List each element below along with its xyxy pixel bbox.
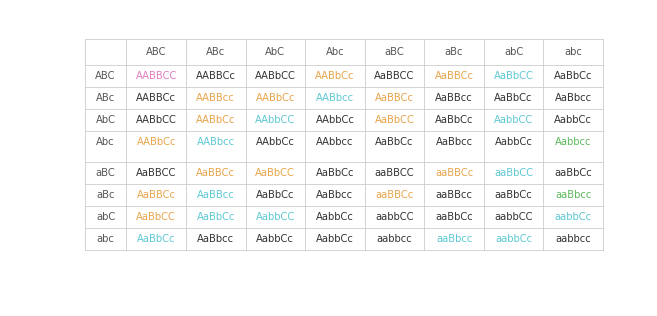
Text: aabbcc: aabbcc: [376, 234, 413, 244]
Text: AabbCC: AabbCC: [494, 115, 533, 125]
Text: AAbbCC: AAbbCC: [255, 115, 296, 125]
Text: AaBbcc: AaBbcc: [197, 234, 235, 244]
Text: ABC: ABC: [95, 71, 116, 81]
Text: abc: abc: [97, 234, 114, 244]
Text: AabbCc: AabbCc: [555, 115, 592, 125]
Text: AAbbCc: AAbbCc: [315, 115, 354, 125]
Text: AaBbCc: AaBbCc: [435, 115, 473, 125]
Text: AABbcc: AABbcc: [196, 137, 235, 147]
Text: abC: abC: [96, 212, 115, 222]
Text: aBc: aBc: [445, 47, 463, 57]
Text: aaBbCC: aaBbCC: [494, 168, 533, 178]
Text: Abc: Abc: [326, 47, 344, 57]
Text: aBC: aBC: [384, 47, 404, 57]
Text: AABbCC: AABbCC: [136, 115, 177, 125]
Text: AaBBCC: AaBBCC: [136, 168, 176, 178]
Text: aabbCC: aabbCC: [495, 212, 533, 222]
Text: aaBbCc: aaBbCc: [555, 168, 592, 178]
Text: AaBbCc: AaBbCc: [375, 137, 414, 147]
Text: AABBCC: AABBCC: [135, 71, 177, 81]
Text: AaBbCC: AaBbCC: [374, 115, 415, 125]
Text: AbC: AbC: [265, 47, 285, 57]
Text: AaBbCc: AaBbCc: [137, 234, 175, 244]
Text: aaBbCc: aaBbCc: [495, 190, 533, 200]
Text: AaBbCc: AaBbCc: [196, 212, 235, 222]
Text: AaBbcc: AaBbcc: [436, 137, 472, 147]
Text: aabbCC: aabbCC: [375, 212, 414, 222]
Text: AaBBcc: AaBBcc: [435, 93, 473, 103]
Text: AaBbCC: AaBbCC: [493, 71, 533, 81]
Text: aaBBCc: aaBBCc: [435, 168, 473, 178]
Text: AaBbCc: AaBbCc: [256, 190, 294, 200]
Text: AABbcc: AABbcc: [316, 93, 354, 103]
Text: AAbbcc: AAbbcc: [316, 137, 353, 147]
Text: aaBbcc: aaBbcc: [555, 190, 591, 200]
Text: AabbCc: AabbCc: [495, 137, 533, 147]
Text: aBC: aBC: [96, 168, 116, 178]
Text: AabbCc: AabbCc: [316, 234, 354, 244]
Text: AaBbcc: AaBbcc: [555, 93, 592, 103]
Text: AAbbCc: AAbbCc: [256, 137, 295, 147]
Text: Aabbcc: Aabbcc: [555, 137, 591, 147]
Text: AaBbCC: AaBbCC: [256, 168, 295, 178]
Text: AaBBCc: AaBBCc: [375, 93, 414, 103]
Text: aaBbcc: aaBbcc: [436, 234, 472, 244]
Text: ABc: ABc: [206, 47, 225, 57]
Text: AABBCc: AABBCc: [136, 93, 176, 103]
Text: AABBCc: AABBCc: [196, 71, 236, 81]
Text: AaBBCc: AaBBCc: [196, 168, 235, 178]
Text: AaBBcc: AaBBcc: [197, 190, 235, 200]
Text: AbC: AbC: [95, 115, 116, 125]
Text: AaBBCc: AaBBCc: [137, 190, 175, 200]
Text: Abc: Abc: [96, 137, 115, 147]
Text: AABbCC: AABbCC: [255, 71, 296, 81]
Text: aaBbCc: aaBbCc: [435, 212, 473, 222]
Text: aabbCc: aabbCc: [555, 212, 592, 222]
Text: AABbCc: AABbCc: [315, 71, 355, 81]
Text: aabbCc: aabbCc: [495, 234, 532, 244]
Text: aaBBCc: aaBBCc: [375, 190, 414, 200]
Text: AaBbCc: AaBbCc: [495, 93, 533, 103]
Text: AaBBCc: AaBBCc: [434, 71, 474, 81]
Text: aabbcc: aabbcc: [555, 234, 591, 244]
Text: ABc: ABc: [96, 93, 115, 103]
Text: ABC: ABC: [146, 47, 166, 57]
Text: AaBBCC: AaBBCC: [374, 71, 415, 81]
Text: aaBBcc: aaBBcc: [436, 190, 472, 200]
Text: AaBbcc: AaBbcc: [317, 190, 353, 200]
Text: abc: abc: [564, 47, 582, 57]
Text: AaBbCc: AaBbCc: [554, 71, 593, 81]
Text: AabbCc: AabbCc: [316, 212, 354, 222]
Text: AABBcc: AABBcc: [196, 93, 235, 103]
Text: AabbCC: AabbCC: [256, 212, 295, 222]
Text: aaBBCC: aaBBCC: [374, 168, 415, 178]
Text: AaBbCc: AaBbCc: [315, 168, 354, 178]
Text: AABbCc: AABbCc: [137, 137, 176, 147]
Text: AabbCc: AabbCc: [256, 234, 294, 244]
Text: AABbCc: AABbCc: [196, 115, 235, 125]
Text: abC: abC: [504, 47, 523, 57]
Text: aBc: aBc: [97, 190, 115, 200]
Text: AaBbCC: AaBbCC: [136, 212, 176, 222]
Text: AABbCc: AABbCc: [256, 93, 295, 103]
